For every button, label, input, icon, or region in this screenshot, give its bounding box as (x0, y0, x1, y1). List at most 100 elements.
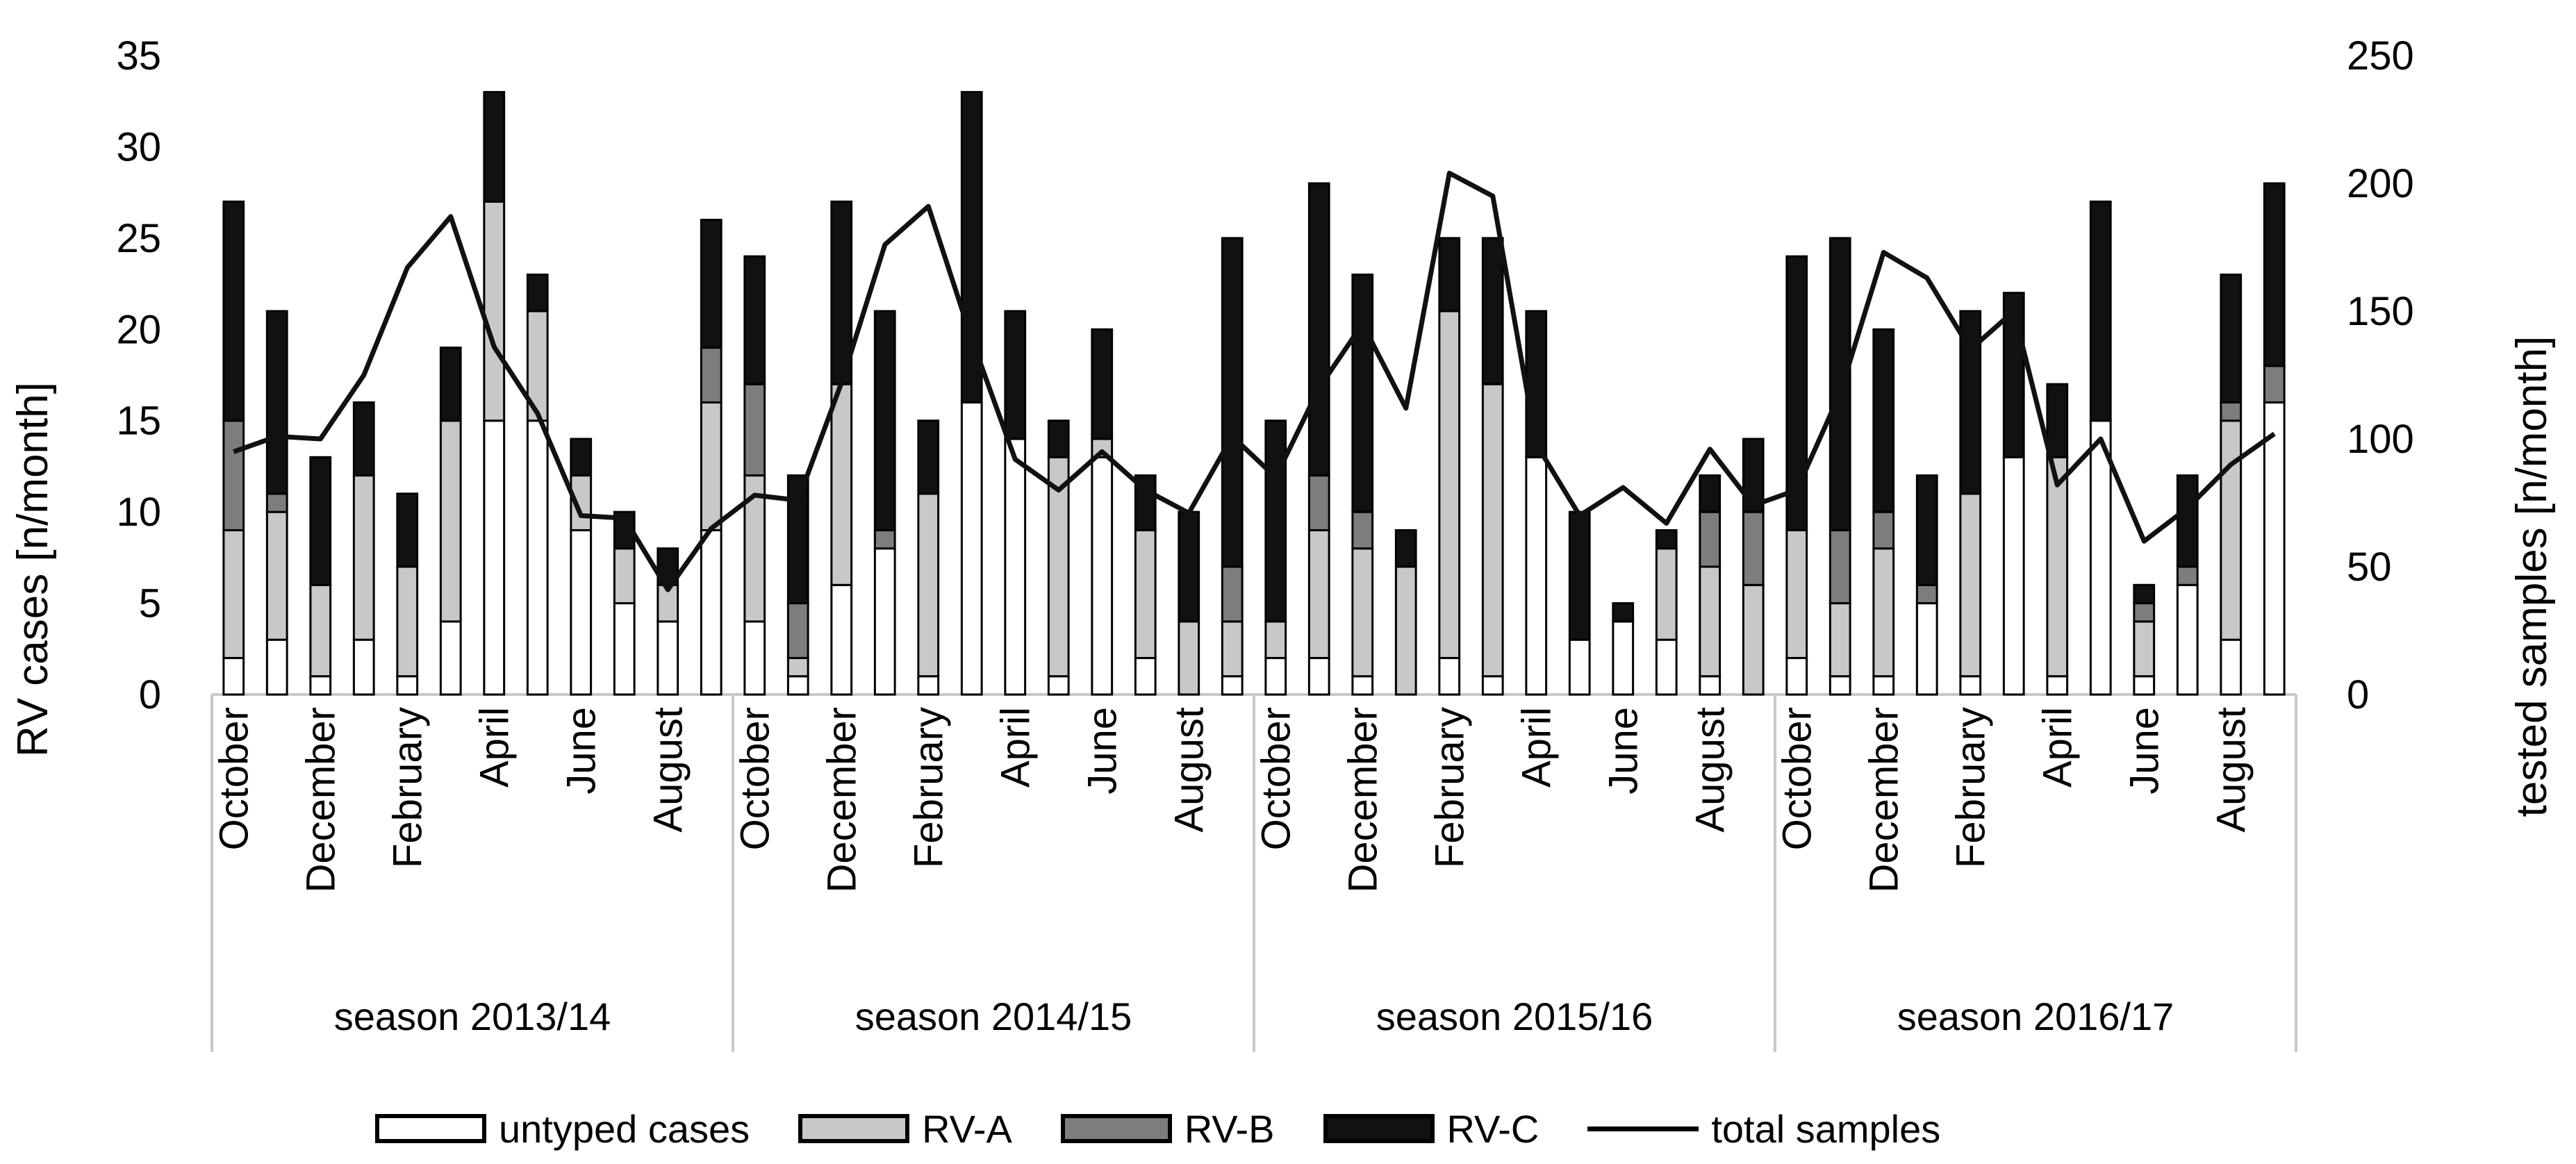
bar-rv-c (2046, 383, 2069, 458)
bar-rv-a (1828, 602, 1851, 678)
right-y-axis: 0 50 100 150 200 250 (2347, 33, 2414, 717)
legend-item-untyped: untyped cases (375, 1106, 750, 1151)
bar-rv-a (1742, 583, 1765, 696)
bar-rv-b (1828, 529, 1851, 605)
bar-untyped-cases (352, 638, 375, 696)
bar-rv-a (1785, 529, 1808, 659)
bar-rv-a (1307, 529, 1330, 659)
bar-untyped-cases (1047, 675, 1070, 696)
left-y-tick-label: 0 (139, 672, 161, 717)
bar-untyped-cases (265, 638, 288, 696)
bar-rv-b (786, 602, 809, 659)
total-samples-polyline (233, 170, 2276, 592)
month-tick-label: April (1514, 707, 1559, 788)
axes-frame (210, 693, 2297, 1052)
bar-rv-a (1699, 565, 1722, 678)
bar-untyped-cases (1785, 656, 1808, 696)
bar-rv-a (1221, 620, 1244, 678)
legend-swatch-rv-c (1323, 1114, 1435, 1143)
bar-rv-c (700, 219, 723, 349)
bar-rv-c (570, 438, 593, 477)
bar-rv-c (1221, 237, 1244, 568)
left-y-tick-label: 35 (116, 33, 161, 78)
season-label: season 2014/15 (855, 995, 1132, 1038)
bar-rv-c (439, 347, 462, 422)
x-axis-month-labels: October December February April June August Oc… (211, 707, 2254, 893)
bar-rv-a (483, 200, 506, 422)
bar-untyped-cases (1699, 675, 1722, 696)
bar-untyped-cases (1264, 656, 1287, 696)
bar-untyped-cases (483, 419, 506, 696)
bar-rv-a (439, 419, 462, 623)
left-y-tick-label: 30 (116, 124, 161, 169)
bar-untyped-cases (1525, 456, 1548, 696)
month-tick-label: April (2035, 707, 2080, 788)
bar-rv-c (1307, 182, 1330, 477)
bar-rv-c (873, 310, 896, 531)
legend-swatch-rv-b (1060, 1114, 1172, 1143)
bar-rv-c (1004, 310, 1027, 440)
legend-swatch-rv-a (798, 1114, 910, 1143)
bar-rv-b (1307, 474, 1330, 531)
month-tick-label: April (993, 707, 1038, 788)
left-y-axis: 0 5 10 15 20 25 30 35 (116, 33, 161, 717)
bar-rv-a (1872, 547, 1895, 678)
bar-rv-a (2133, 620, 2156, 678)
month-tick-label: August (1687, 707, 1733, 833)
bar-rv-a (309, 583, 332, 678)
bar-rv-c (265, 310, 288, 495)
month-tick-label: October (1253, 707, 1298, 850)
bar-untyped-cases (526, 419, 549, 696)
bar-rv-b (1915, 583, 1938, 605)
bar-untyped-cases (1872, 675, 1895, 696)
bar-rv-b (1872, 510, 1895, 550)
month-tick-label: June (2122, 707, 2167, 795)
bar-rv-b (1351, 510, 1374, 550)
legend-label-rv-a: RV-A (922, 1106, 1012, 1151)
month-tick-label: October (211, 707, 256, 850)
bar-untyped-cases (873, 547, 896, 696)
bar-rv-c (1915, 474, 1938, 586)
bar-rv-c (1438, 237, 1461, 313)
bar-rv-c (2133, 583, 2156, 605)
legend-item-rv-b: RV-B (1060, 1106, 1275, 1151)
bar-rv-b (1221, 565, 1244, 623)
bar-untyped-cases (2220, 638, 2243, 696)
month-tick-label: December (1340, 707, 1385, 893)
bar-rv-c (1047, 419, 1070, 458)
bar-rv-b (743, 383, 766, 477)
bar-rv-c (1828, 237, 1851, 531)
left-y-axis-title: RV cases [n/month] (9, 382, 57, 757)
bar-rv-c (222, 200, 245, 422)
bar-untyped-cases (1959, 675, 1982, 696)
bar-rv-a (700, 401, 723, 531)
bar-rv-a (396, 565, 419, 678)
right-y-axis-title: tested samples [n/month] (2508, 336, 2556, 817)
bar-rv-a (1959, 492, 1982, 678)
bar-rv-c (1351, 273, 1374, 513)
legend-label-rv-c: RV-C (1446, 1106, 1539, 1151)
bar-rv-b (222, 419, 245, 531)
month-tick-label: October (732, 707, 777, 850)
bar-untyped-cases (1612, 620, 1635, 696)
left-y-tick-label: 15 (116, 399, 161, 444)
bar-rv-b (2176, 565, 2199, 586)
bar-rv-a (265, 510, 288, 641)
bar-untyped-cases (1221, 675, 1244, 696)
bar-rv-b (265, 492, 288, 513)
bar-untyped-cases (700, 529, 723, 696)
right-y-tick-label: 50 (2347, 544, 2392, 590)
legend: untyped cases RV-A RV-B RV-C total sampl… (375, 1101, 1940, 1156)
bar-rv-b (1699, 510, 1722, 568)
bar-rv-c (1178, 510, 1200, 623)
bar-rv-a (1351, 547, 1374, 678)
right-y-tick-label: 250 (2347, 33, 2414, 78)
bar-rv-a (786, 656, 809, 678)
month-tick-label: February (1427, 707, 1472, 868)
month-tick-label: October (1774, 707, 1819, 850)
bar-rv-c (2263, 182, 2286, 367)
bar-untyped-cases (960, 401, 983, 696)
legend-label-rv-b: RV-B (1184, 1106, 1275, 1151)
season-label: season 2015/16 (1376, 995, 1653, 1038)
